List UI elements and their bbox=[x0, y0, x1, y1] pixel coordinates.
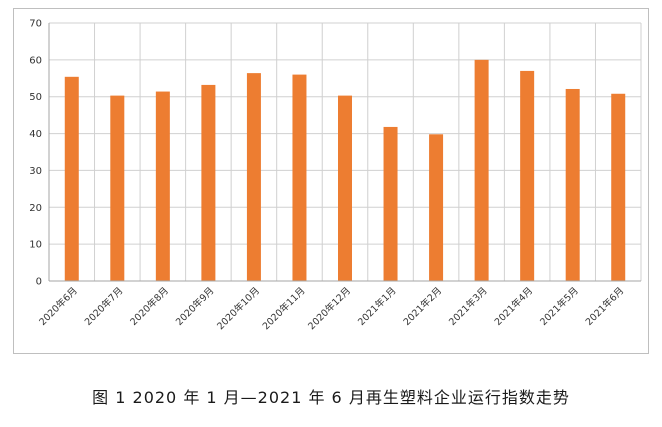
chart-frame: 0 10 20 30 40 50 60 70 2020年6月 2020年7月 2020年8月 202… bbox=[13, 8, 649, 354]
y-tick-labels: 0 10 20 30 40 50 60 70 bbox=[29, 19, 42, 288]
bar bbox=[64, 76, 79, 281]
bars bbox=[64, 59, 626, 282]
x-tick-label: 2020年11月 bbox=[260, 285, 308, 333]
bar bbox=[429, 134, 444, 281]
x-tick-label: 2021年5月 bbox=[538, 285, 581, 328]
bar bbox=[383, 126, 398, 282]
y-tick-label: 70 bbox=[29, 19, 42, 30]
bar bbox=[155, 91, 170, 281]
x-tick-label: 2020年9月 bbox=[173, 285, 216, 328]
x-tick-label: 2021年1月 bbox=[355, 285, 398, 328]
bar bbox=[611, 93, 626, 281]
y-tick-label: 10 bbox=[29, 240, 42, 251]
bar bbox=[565, 88, 580, 281]
x-tick-label: 2021年3月 bbox=[446, 285, 489, 328]
x-tick-label: 2020年8月 bbox=[128, 285, 171, 328]
x-tick-label: 2021年6月 bbox=[583, 285, 626, 328]
x-tick-label: 2020年10月 bbox=[214, 285, 262, 333]
bar bbox=[201, 84, 216, 281]
x-tick-label: 2021年2月 bbox=[401, 285, 444, 328]
bar bbox=[110, 95, 125, 281]
x-tick-label: 2020年7月 bbox=[82, 285, 125, 328]
y-tick-label: 30 bbox=[29, 166, 42, 177]
y-tick-label: 0 bbox=[36, 277, 42, 288]
x-tick-label: 2020年12月 bbox=[306, 285, 354, 333]
axes bbox=[48, 23, 641, 282]
bar bbox=[520, 70, 535, 281]
y-tick-label: 60 bbox=[29, 55, 42, 66]
y-tick-label: 50 bbox=[29, 92, 42, 103]
x-tick-label: 2021年4月 bbox=[492, 285, 535, 328]
bar bbox=[246, 73, 261, 281]
figure-caption: 图 1 2020 年 1 月—2021 年 6 月再生塑料企业运行指数走势 bbox=[92, 388, 570, 407]
bar bbox=[338, 95, 352, 281]
y-tick-label: 20 bbox=[29, 203, 42, 214]
x-tick-labels: 2020年6月 2020年7月 2020年8月 2020年9月2020年10月2020… bbox=[37, 285, 627, 333]
bar bbox=[474, 59, 489, 281]
x-tick-label: 2020年6月 bbox=[37, 285, 80, 328]
y-tick-label: 40 bbox=[29, 129, 42, 140]
bar bbox=[292, 74, 307, 281]
